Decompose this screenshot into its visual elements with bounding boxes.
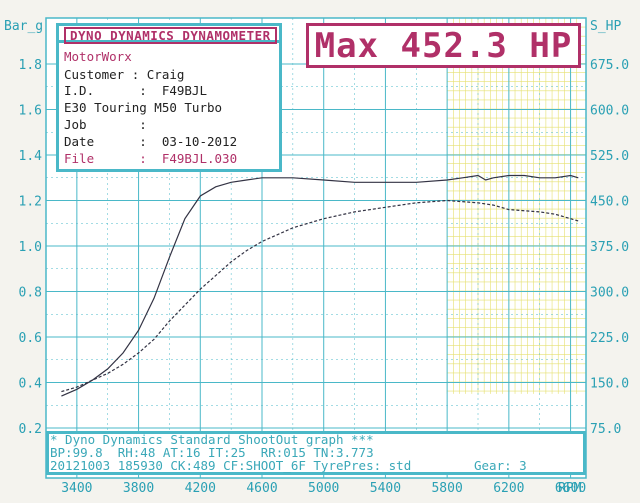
x-tick-label: 4600 [246, 481, 277, 496]
vehicle-line: E30 Touring M50 Turbo [64, 100, 223, 115]
file-line: File : F49BJL.030 [64, 151, 238, 166]
left-tick-label: 1.6 [19, 104, 42, 119]
footer-panel [46, 431, 586, 475]
info-panel [56, 23, 282, 172]
power-curve [61, 199, 579, 393]
chart-curves [61, 174, 579, 397]
right-tick-label: 375.0 [590, 240, 629, 255]
left-tick-label: 0.2 [19, 422, 42, 437]
left-tick-label: 0.4 [19, 377, 43, 392]
job-line: Job : [64, 117, 147, 132]
footer-line-1: * Dyno Dynamics Standard ShootOut graph … [50, 432, 374, 447]
x-tick-label: 5800 [431, 481, 462, 496]
left-tick-label: 1.8 [19, 58, 42, 73]
info-header: DYNO DYNAMICS DYNAMOMETER [58, 25, 280, 44]
left-tick-label: 0.8 [19, 286, 42, 301]
right-tick-label: 150.0 [590, 377, 629, 392]
gear-indicator: Gear: 3 [474, 458, 527, 473]
x-tick-label: 6200 [493, 481, 524, 496]
x-tick-label: 5000 [308, 481, 339, 496]
x-tick-label: 4200 [185, 481, 216, 496]
boost-curve [61, 174, 579, 397]
brand-title: DYNO DYNAMICS DYNAMOMETER [64, 27, 277, 44]
id-line: I.D. : F49BJL [64, 83, 207, 98]
right-tick-label: 525.0 [590, 149, 629, 164]
left-tick-label: 1.4 [19, 149, 43, 164]
footer-line-2: BP:99.8 RH:48 AT:16 IT:25 RR:015 TN:3.77… [50, 445, 374, 460]
left-tick-label: 1.2 [19, 195, 42, 210]
right-tick-label: 600.0 [590, 104, 629, 119]
right-tick-label: 450.0 [590, 195, 629, 210]
footer-line-3: 20121003 185930 CK:489 CF:SHOOT_6F TyreP… [50, 458, 412, 473]
x-axis-title: RPM [558, 481, 582, 496]
right-tick-label: 75.0 [590, 422, 621, 437]
x-tick-label: 3400 [61, 481, 92, 496]
left-tick-label: 0.6 [19, 331, 42, 346]
right-tick-label: 675.0 [590, 58, 629, 73]
left-axis-title: Bar_g [4, 19, 43, 34]
plot-border [45, 17, 587, 479]
right-axis-title: S_HP [590, 19, 621, 34]
x-tick-label: 3800 [123, 481, 154, 496]
customer-line: Customer : Craig [64, 67, 185, 82]
x-tick-label: 6600 [555, 481, 586, 496]
right-tick-label: 300.0 [590, 286, 629, 301]
date-line: Date : 03-10-2012 [64, 134, 238, 149]
max-hp-readout: Max 452.3 HP [306, 23, 581, 68]
left-tick-label: 1.0 [19, 240, 42, 255]
shop-name: MotorWorx [64, 49, 132, 64]
right-tick-label: 225.0 [590, 331, 629, 346]
x-tick-label: 5400 [370, 481, 401, 496]
chart-labels: 1.8 1.6 1.4 1.2 1.0 0.8 0.6 0.4 0.2 675.0 600.0 525… [4, 19, 629, 496]
